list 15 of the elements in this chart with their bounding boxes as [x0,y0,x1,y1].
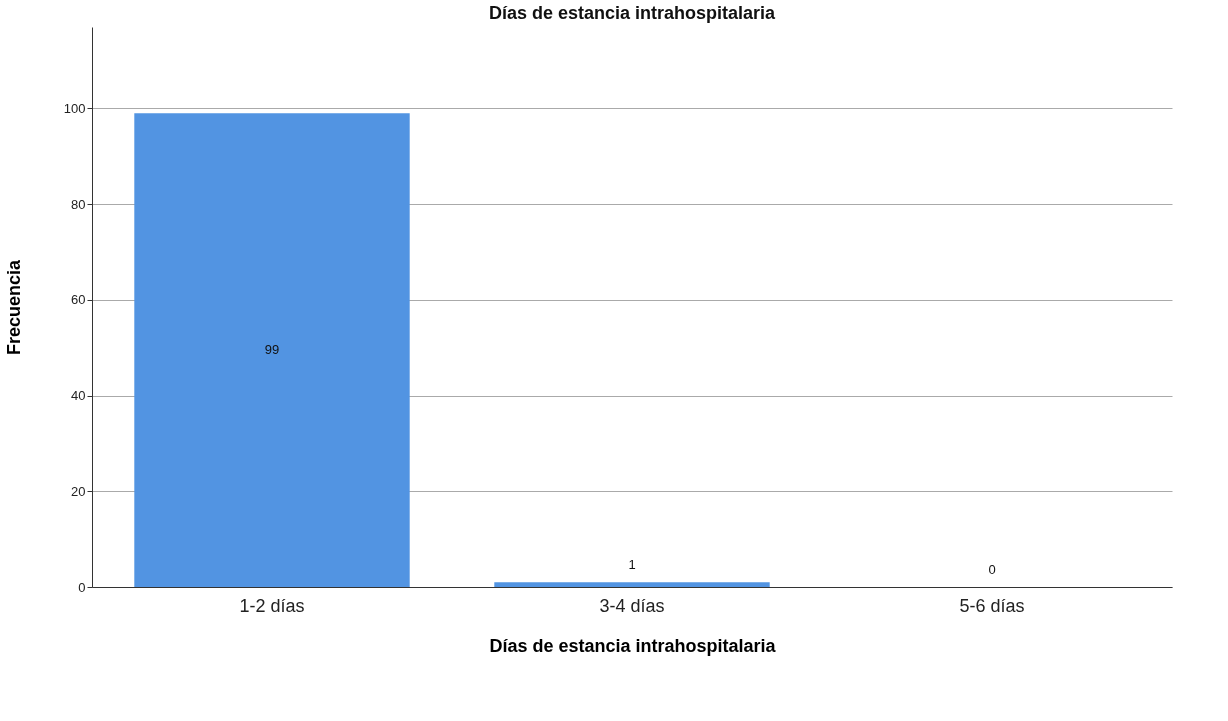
x-axis-title: Días de estancia intrahospitalaria [489,635,777,656]
data-label: 99 [264,342,280,358]
x-tick-label: 1-2 días [239,595,305,616]
y-tick-label: 20 [71,483,86,499]
y-tick-label: 80 [71,196,86,212]
x-tick-label: 3-4 días [599,595,665,616]
y-tick-label: 0 [78,579,86,595]
y-tick-label: 40 [71,388,86,404]
x-tick-label: 5-6 días [959,595,1025,616]
data-label: 1 [628,557,636,573]
y-tick-label: 100 [63,100,86,116]
chart-title: Días de estancia intrahospitalaria [488,3,777,23]
data-label: 0 [988,562,996,578]
y-axis-title: Frecuencia [3,258,24,356]
y-tick-label: 60 [71,292,86,308]
